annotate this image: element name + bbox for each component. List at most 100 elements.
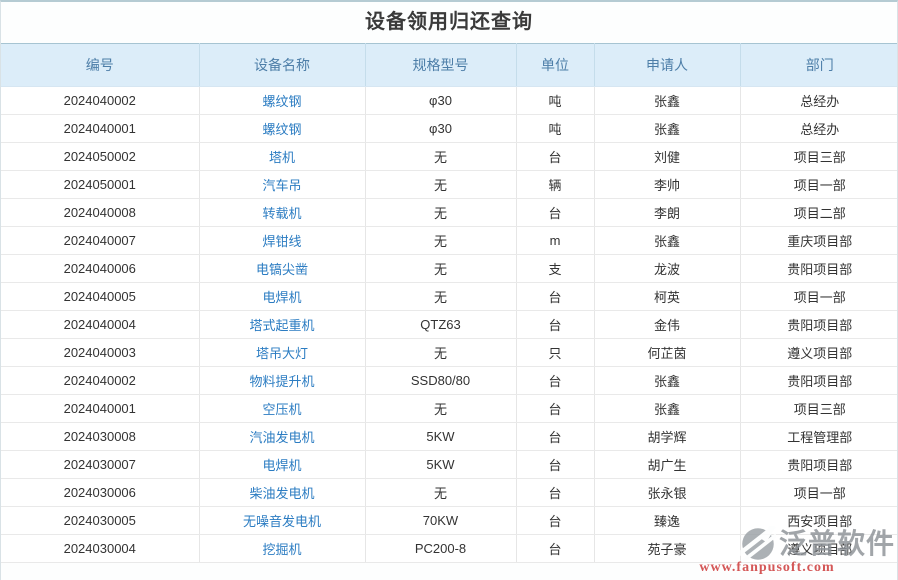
equipment-name-link[interactable]: 空压机 <box>262 402 302 417</box>
equipment-name-link[interactable]: 柴油发电机 <box>249 486 315 501</box>
cell-unit: 台 <box>516 142 595 171</box>
cell-id: 2024050002 <box>1 142 200 171</box>
cell-applicant: 臻逸 <box>594 506 741 535</box>
cell-id: 2024030006 <box>1 478 200 507</box>
equipment-name-link[interactable]: 塔机 <box>268 150 295 165</box>
equipment-name-link[interactable]: 螺纹钢 <box>262 94 302 109</box>
header-row: 编号 设备名称 规格型号 单位 申请人 部门 <box>1 43 897 87</box>
cell-name: 柴油发电机 <box>199 478 366 507</box>
cell-spec: 无 <box>365 478 517 507</box>
cell-unit: 台 <box>516 534 595 563</box>
cell-unit: 吨 <box>516 114 595 143</box>
cell-department: 总经办 <box>740 86 897 115</box>
cell-id: 2024040003 <box>1 338 200 367</box>
cell-id: 2024030005 <box>1 506 200 535</box>
cell-applicant: 胡广生 <box>594 450 741 479</box>
cell-name: 汽车吊 <box>199 170 366 199</box>
table-row: 2024040006 电镐尖凿 无支龙波 贵阳项目部 <box>1 254 897 283</box>
cell-unit: 台 <box>516 282 595 311</box>
cell-unit: m <box>516 226 595 255</box>
equipment-name-link[interactable]: 电焊机 <box>262 458 302 473</box>
cell-applicant: 苑子豪 <box>594 534 741 563</box>
cell-name: 电镐尖凿 <box>199 254 366 283</box>
cell-unit: 辆 <box>516 170 595 199</box>
equipment-table: 编号 设备名称 规格型号 单位 申请人 部门 2024040002 螺纹钢 φ30 吨张鑫 总经办… <box>1 43 897 563</box>
cell-spec: 70KW <box>365 506 517 535</box>
cell-applicant: 胡学辉 <box>594 422 741 451</box>
cell-id: 2024040004 <box>1 310 200 339</box>
cell-department: 遵义项目部 <box>740 338 897 367</box>
cell-unit: 台 <box>516 394 595 423</box>
cell-name: 物料提升机 <box>199 366 366 395</box>
equipment-name-link[interactable]: 汽车吊 <box>262 178 302 193</box>
column-header-unit: 单位 <box>516 43 595 87</box>
column-header-applicant: 申请人 <box>594 43 741 87</box>
table-row: 2024030005 无噪音发电机 70KW 台臻逸 西安项目部 <box>1 506 897 535</box>
equipment-name-link[interactable]: 转载机 <box>262 206 302 221</box>
cell-applicant: 张鑫 <box>594 226 741 255</box>
cell-name: 螺纹钢 <box>199 114 366 143</box>
table-row: 2024040001 空压机 无台张鑫 项目三部 <box>1 394 897 423</box>
cell-id: 2024040006 <box>1 254 200 283</box>
cell-id: 2024040008 <box>1 198 200 227</box>
cell-applicant: 何芷茵 <box>594 338 741 367</box>
cell-unit: 支 <box>516 254 595 283</box>
equipment-name-link[interactable]: 螺纹钢 <box>262 122 302 137</box>
column-header-spec: 规格型号 <box>365 43 517 87</box>
cell-applicant: 张鑫 <box>594 86 741 115</box>
page-title: 设备领用归还查询 <box>365 11 533 33</box>
cell-spec: 5KW <box>365 450 517 479</box>
cell-id: 2024040007 <box>1 226 200 255</box>
equipment-name-link[interactable]: 塔吊大灯 <box>255 346 308 361</box>
cell-applicant: 李帅 <box>594 170 741 199</box>
cell-department: 工程管理部 <box>740 422 897 451</box>
equipment-name-link[interactable]: 汽油发电机 <box>249 430 315 445</box>
cell-unit: 台 <box>516 450 595 479</box>
column-header-name: 设备名称 <box>199 43 366 87</box>
cell-spec: 5KW <box>365 422 517 451</box>
equipment-name-link[interactable]: 无噪音发电机 <box>242 514 321 529</box>
cell-unit: 台 <box>516 310 595 339</box>
cell-name: 无噪音发电机 <box>199 506 366 535</box>
cell-department: 贵阳项目部 <box>740 310 897 339</box>
cell-department: 项目一部 <box>740 170 897 199</box>
cell-spec: 无 <box>365 226 517 255</box>
cell-department: 总经办 <box>740 114 897 143</box>
cell-spec: 无 <box>365 198 517 227</box>
equipment-name-link[interactable]: 塔式起重机 <box>249 318 315 333</box>
cell-name: 螺纹钢 <box>199 86 366 115</box>
cell-unit: 台 <box>516 506 595 535</box>
cell-name: 焊钳线 <box>199 226 366 255</box>
cell-department: 西安项目部 <box>740 506 897 535</box>
cell-unit: 台 <box>516 366 595 395</box>
table-row: 2024050002 塔机 无台刘健 项目三部 <box>1 142 897 171</box>
cell-applicant: 李朗 <box>594 198 741 227</box>
cell-spec: 无 <box>365 170 517 199</box>
cell-spec: SSD80/80 <box>365 366 517 395</box>
cell-applicant: 张永银 <box>594 478 741 507</box>
table-header: 编号 设备名称 规格型号 单位 申请人 部门 <box>1 43 897 87</box>
cell-spec: 无 <box>365 142 517 171</box>
cell-id: 2024050001 <box>1 170 200 199</box>
cell-applicant: 张鑫 <box>594 366 741 395</box>
table-row: 2024040005 电焊机 无台柯英 项目一部 <box>1 282 897 311</box>
cell-department: 项目二部 <box>740 198 897 227</box>
cell-name: 塔式起重机 <box>199 310 366 339</box>
column-header-department: 部门 <box>740 43 897 87</box>
cell-unit: 台 <box>516 478 595 507</box>
cell-spec: φ30 <box>365 114 517 143</box>
equipment-name-link[interactable]: 电镐尖凿 <box>255 262 308 277</box>
equipment-name-link[interactable]: 物料提升机 <box>249 374 315 389</box>
cell-id: 2024040001 <box>1 114 200 143</box>
cell-unit: 台 <box>516 198 595 227</box>
column-header-id: 编号 <box>1 43 200 87</box>
cell-id: 2024040005 <box>1 282 200 311</box>
equipment-name-link[interactable]: 焊钳线 <box>262 234 302 249</box>
cell-name: 电焊机 <box>199 282 366 311</box>
cell-name: 汽油发电机 <box>199 422 366 451</box>
equipment-name-link[interactable]: 挖掘机 <box>262 542 302 557</box>
cell-department: 项目一部 <box>740 478 897 507</box>
cell-department: 贵阳项目部 <box>740 450 897 479</box>
equipment-name-link[interactable]: 电焊机 <box>262 290 302 305</box>
